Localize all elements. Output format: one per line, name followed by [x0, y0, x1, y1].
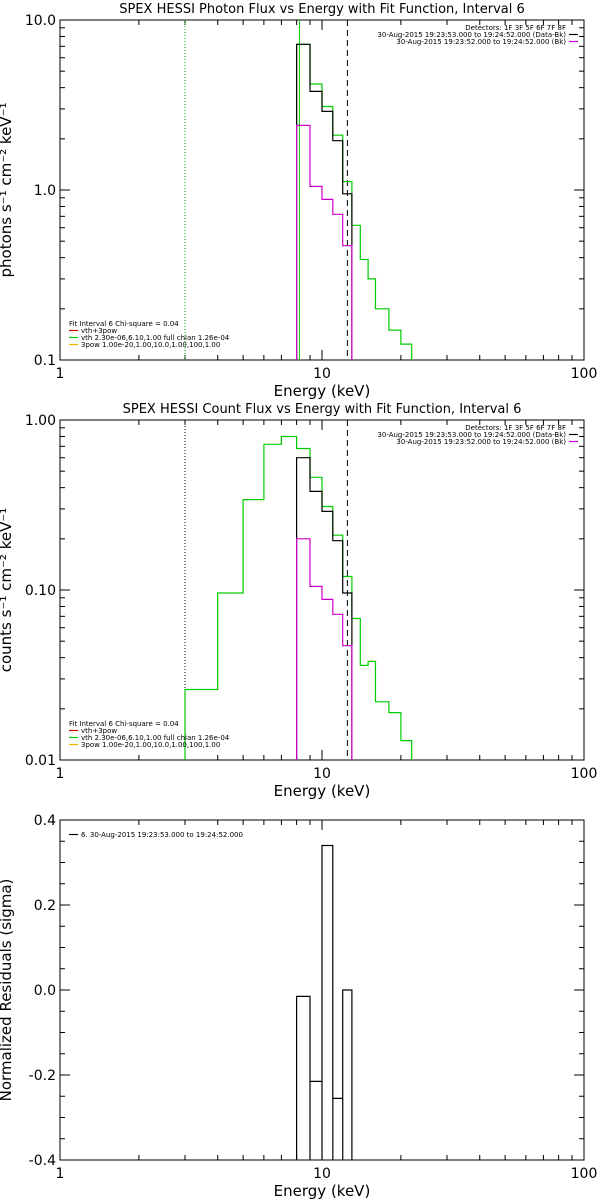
x-tick-label: 100: [571, 1166, 598, 1182]
y-tick-label: 1.00: [25, 413, 56, 429]
y-axis-label: photons s⁻¹ cm⁻² keV⁻¹: [0, 103, 15, 278]
x-axis-label: Energy (keV): [274, 1182, 371, 1200]
legend-bottom-left: Fit Interval 6 Chi-square = 0.04vth+3pow…: [69, 720, 230, 749]
legend-bottom-left: Fit Interval 6 Chi-square = 0.04vth+3pow…: [69, 320, 230, 349]
y-tick-label: 0.10: [25, 583, 56, 599]
legend-entry: Detectors: 1F 3F 5F 6F 7F 8F: [465, 24, 566, 32]
y-tick-label: -0.2: [29, 1068, 56, 1084]
series-3-histogram: [296, 538, 353, 760]
legend-entry: vth 2.30e-06,6.10,1.00 full chian 1.26e-…: [81, 734, 230, 742]
y-axis-ticks: [60, 419, 584, 761]
chart-title: SPEX HESSI Photon Flux vs Energy with Fi…: [119, 2, 525, 17]
x-tick-label: 10: [313, 766, 331, 782]
legend-entry: vth+3pow: [81, 327, 117, 335]
y-axis-ticks: [60, 819, 584, 1161]
chart-title: SPEX HESSI Count Flux vs Energy with Fit…: [123, 402, 522, 417]
legend-entry: 30-Aug-2015 19:23:53.000 to 19:24:52.000…: [377, 31, 566, 39]
legend-entry: vth+3pow: [81, 727, 117, 735]
x-tick-label: 10: [313, 1166, 331, 1182]
series-2-histogram: [296, 457, 353, 760]
y-tick-label: 10.0: [25, 13, 56, 29]
plot-2: SPEX HESSI Count Flux vs Energy with Fit…: [0, 402, 597, 800]
legend-entry: Fit Interval 6 Chi-square = 0.04: [69, 720, 179, 728]
y-tick-label: 0.1: [34, 353, 56, 369]
legend-entry: 30-Aug-2015 19:23:52.000 to 19:24:52.000…: [396, 438, 566, 446]
plot-3: 1 10 100 Energy (keV) -0.4 -0.2 0.0 0.2 0.4 Norma…: [0, 813, 597, 1200]
y-axis-ticks: [60, 19, 584, 361]
x-tick-label: 10: [313, 366, 331, 382]
x-tick-label: 100: [571, 766, 598, 782]
x-axis-label: Energy (keV): [274, 782, 371, 800]
legend-entry: 3pow 1.00e-20,1.00,10.0,1.00,100,1.00: [81, 741, 220, 749]
y-tick-label: 0.0: [34, 983, 56, 999]
legend-entry: 6. 30-Aug-2015 19:23:53.000 to 19:24:52.…: [81, 831, 243, 839]
series-2-histogram: [296, 43, 353, 360]
legend-entry: Detectors: 1F 3F 5F 6F 7F 8F: [465, 424, 566, 432]
series-1-histogram: [296, 844, 353, 1160]
legend-top-left: 6. 30-Aug-2015 19:23:53.000 to 19:24:52.…: [69, 831, 243, 839]
legend-entry: 3pow 1.00e-20,1.00,10.0,1.00,100,1.00: [81, 341, 220, 349]
x-axis-ticks: [59, 420, 585, 760]
series-3-histogram: [296, 124, 353, 360]
series-1-histogram: [184, 435, 413, 760]
y-axis-label: Normalized Residuals (sigma): [0, 879, 15, 1102]
x-axis-ticks: [59, 20, 585, 360]
x-tick-label: 1: [56, 366, 65, 382]
x-tick-label: 100: [571, 366, 598, 382]
legend-entry: Fit Interval 6 Chi-square = 0.04: [69, 320, 179, 328]
legend-entry: 30-Aug-2015 19:23:52.000 to 19:24:52.000…: [396, 38, 566, 46]
y-axis-label: counts s⁻¹ cm⁻² keV⁻¹: [0, 508, 15, 673]
legend-top-right: Detectors: 1F 3F 5F 6F 7F 8F30-Aug-2015 …: [377, 424, 578, 446]
plot-1: SPEX HESSI Photon Flux vs Energy with Fi…: [0, 2, 597, 400]
legend-entry: 30-Aug-2015 19:23:53.000 to 19:24:52.000…: [377, 431, 566, 439]
series-1-histogram: [296, 43, 413, 360]
x-tick-label: 1: [56, 766, 65, 782]
y-tick-label: 1.0: [34, 183, 56, 199]
legend-entry: vth 2.30e-06,6.10,1.00 full chian 1.26e-…: [81, 334, 230, 342]
x-tick-label: 1: [56, 1166, 65, 1182]
y-tick-label: -0.4: [29, 1153, 56, 1169]
x-axis-label: Energy (keV): [274, 382, 371, 400]
y-tick-label: 0.4: [34, 813, 56, 829]
legend-top-right: Detectors: 1F 3F 5F 6F 7F 8F30-Aug-2015 …: [377, 24, 578, 46]
y-tick-label: 0.01: [25, 753, 56, 769]
y-tick-label: 0.2: [34, 898, 56, 914]
